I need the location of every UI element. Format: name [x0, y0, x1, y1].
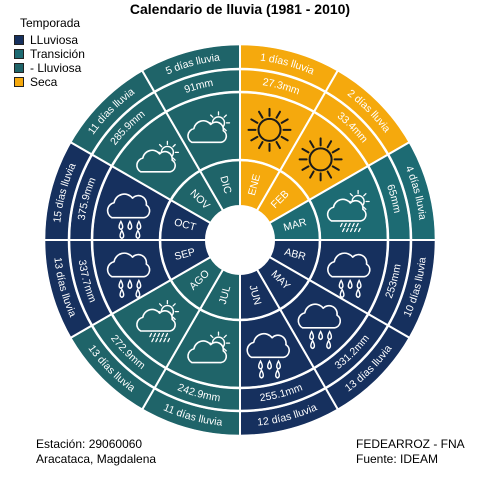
- legend-label: LLuviosa: [30, 33, 79, 47]
- cloud-sun-drizzle-mar-icon: [326, 189, 370, 233]
- month-label-mar: MAR: [282, 216, 308, 234]
- legend-item-lluviosa: LLuviosa: [14, 33, 85, 47]
- station-code: Estación: 29060060: [36, 437, 143, 451]
- month-label-abr: ABR: [283, 246, 307, 263]
- source-info: FEDEARROZ - FNA Fuente: IDEAM: [356, 437, 465, 467]
- cloud-rain-abr-icon: [327, 252, 371, 299]
- legend-title: Temporada: [20, 16, 81, 30]
- legend: Temporada LLuviosa Transición - Lluviosa…: [14, 16, 85, 89]
- legend-label: Seca: [30, 75, 58, 89]
- station-location: Aracataca, Magdalena: [36, 452, 157, 466]
- month-label-jun: JUN: [247, 284, 264, 307]
- cloud-sun-nov-icon: [136, 140, 180, 173]
- legend-swatch: [14, 35, 24, 45]
- month-label-sep: SEP: [173, 246, 196, 263]
- cloud-sun-jul-icon: [187, 331, 231, 364]
- legend-swatch: [14, 63, 24, 73]
- legend-label: - Lluviosa: [30, 61, 82, 75]
- month-label-ene: ENE: [246, 173, 263, 197]
- legend-label: Transición: [30, 47, 85, 61]
- legend-item-menos-lluviosa: - Lluviosa: [14, 61, 85, 75]
- month-label-oct: OCT: [173, 216, 198, 233]
- month-label-jul: JUL: [217, 284, 233, 305]
- cloud-rain-may-icon: [297, 303, 342, 350]
- center-hole: [206, 206, 274, 274]
- chart-title: Calendario de lluvia (1981 - 2010): [129, 1, 351, 17]
- cloud-drizzle-ago-icon: [136, 299, 180, 343]
- legend-swatch: [14, 77, 24, 87]
- station-info: Estación: 29060060 Aracataca, Magdalena: [36, 437, 156, 467]
- cloud-rain-jun-icon: [246, 333, 290, 379]
- month-label-dic: DIC: [217, 175, 233, 196]
- cloud-rain-oct-icon: [106, 193, 151, 240]
- sun-ene-icon: [247, 107, 292, 152]
- legend-item-seca: Seca: [14, 75, 85, 89]
- cloud-rain-sep-icon: [106, 252, 151, 299]
- organization: FEDEARROZ - FNA: [356, 437, 465, 451]
- cloud-sun-dic-icon: [187, 111, 231, 144]
- sun-feb-icon: [298, 137, 343, 182]
- data-source: Fuente: IDEAM: [356, 452, 439, 466]
- legend-swatch: [14, 49, 24, 59]
- legend-item-transicion: Transición: [14, 47, 85, 61]
